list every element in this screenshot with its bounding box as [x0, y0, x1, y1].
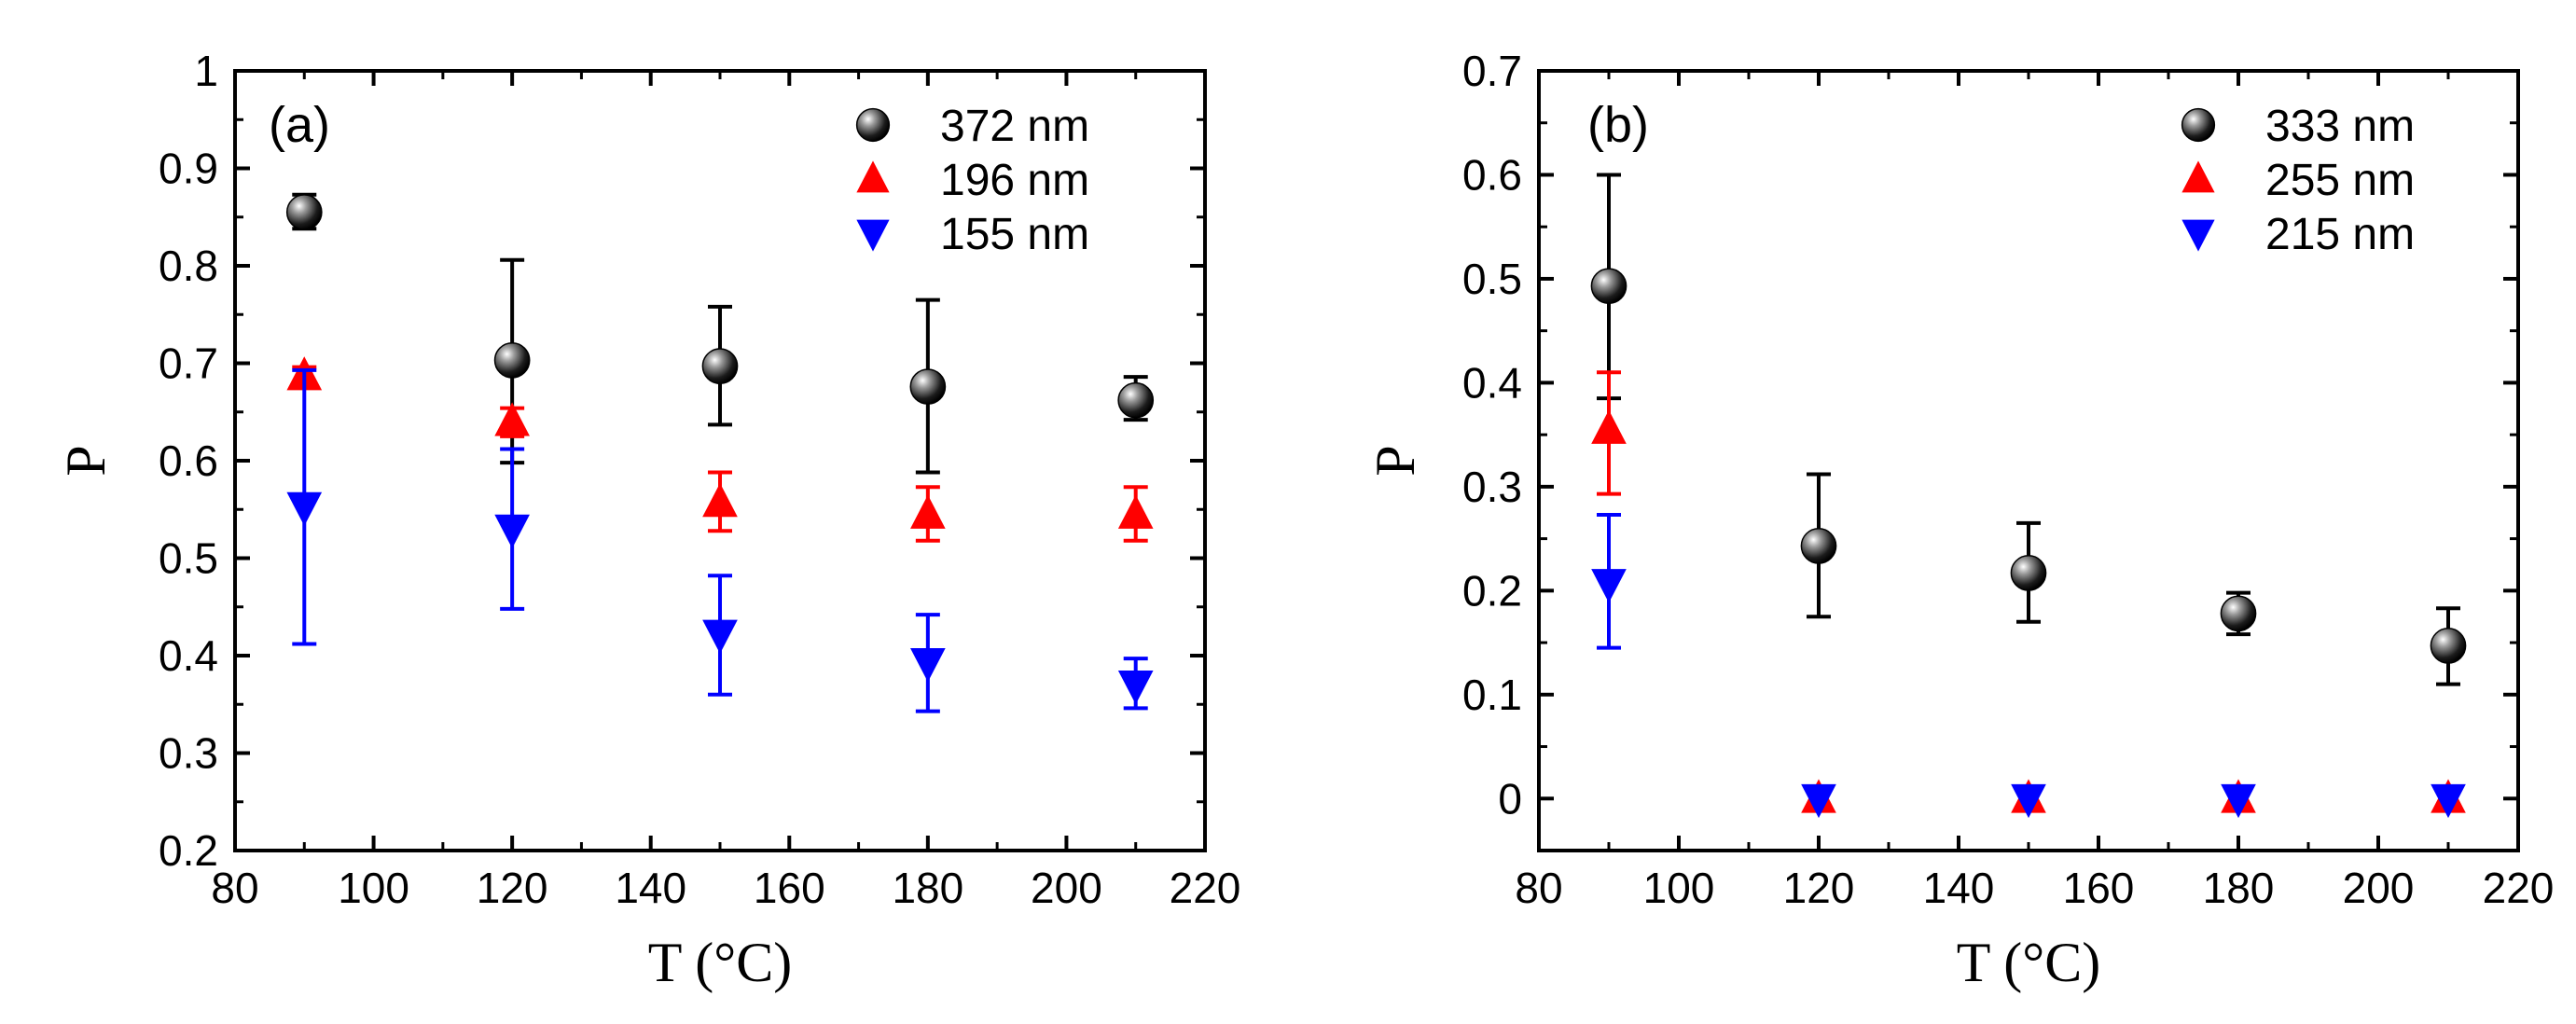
legend-marker [2181, 160, 2215, 193]
y-tick-label: 0.2 [159, 826, 218, 875]
y-tick-label: 0.8 [159, 242, 218, 290]
data-point [2010, 555, 2047, 591]
data-point [1591, 409, 1627, 444]
series-333-nm [1590, 173, 2467, 686]
x-tick-label: 120 [1783, 864, 1855, 912]
panel-b-y-ticks: 0 0.1 0.2 0.3 0.4 0.5 0.6 0.7 [1462, 47, 2518, 852]
legend-marker [856, 219, 890, 252]
y-tick-label: 0.7 [159, 339, 218, 388]
x-tick-label: 120 [477, 864, 548, 912]
data-point [702, 483, 738, 518]
x-tick-label: 160 [754, 864, 825, 912]
y-tick-label: 0.9 [159, 145, 218, 193]
panel-a: 80 100 120 140 160 180 200 220 0.20.30.40.50.60… [55, 47, 1240, 993]
y-tick-label: 0 [1498, 774, 1522, 823]
x-tick-label: 100 [338, 864, 409, 912]
y-tick-label: 0.5 [1462, 255, 1522, 303]
panel-b-series [1590, 173, 2467, 819]
panel-a-x-axis-label: T (°C) [648, 932, 793, 993]
x-tick-label: 200 [1031, 864, 1102, 912]
panel-b-x-axis-label: T (°C) [1957, 932, 2101, 993]
data-point [1117, 671, 1154, 705]
panel-a-legend: 372 nm 196 nm 155 nm [855, 102, 1089, 259]
y-tick-label: 0.2 [1462, 566, 1522, 615]
data-point [2430, 628, 2467, 664]
legend-marker [855, 107, 891, 143]
data-point [1590, 268, 1627, 305]
data-point [1591, 569, 1627, 603]
panel-b-legend: 333 nm 255 nm 215 nm [2181, 102, 2415, 259]
y-tick-label: 0.4 [159, 631, 218, 680]
x-tick-label: 80 [1515, 864, 1562, 912]
series-215-nm [1591, 512, 2466, 819]
data-point [909, 368, 947, 405]
data-point [2220, 595, 2257, 632]
legend-label: 333 nm [2265, 102, 2415, 151]
x-tick-label: 100 [1643, 864, 1715, 912]
data-point [1801, 783, 1836, 819]
y-tick-label: 0.3 [1462, 463, 1522, 511]
y-tick-label: 0.6 [159, 436, 218, 485]
panel-a-y-ticks: 0.2 0.3 0.4 0.5 0.6 0.7 0.8 0.9 1 [159, 47, 1205, 875]
x-tick-label: 220 [2483, 864, 2555, 912]
panel-b-label: (b) [1587, 97, 1649, 153]
y-tick-label: 0.5 [159, 534, 218, 583]
legend-marker [856, 160, 890, 193]
legend-label: 196 nm [940, 156, 1089, 205]
legend-label: 155 nm [940, 210, 1089, 259]
data-point [2221, 783, 2256, 819]
panel-b-y-axis-label: P [1364, 445, 1426, 476]
data-point [2431, 783, 2466, 819]
data-point [493, 342, 531, 379]
data-point [286, 491, 323, 526]
legend-label: 255 nm [2265, 156, 2415, 205]
series-155-nm [286, 367, 1154, 713]
panel-a-series [285, 192, 1155, 713]
x-tick-label: 140 [1923, 864, 1995, 912]
y-tick-label: 1 [194, 47, 218, 95]
legend-marker [2181, 219, 2215, 252]
data-point [2011, 783, 2046, 819]
panel-a-label: (a) [269, 97, 330, 153]
panel-a-x-ticks: 80 100 120 140 160 180 200 220 [211, 71, 1240, 912]
x-tick-label: 180 [892, 864, 963, 912]
data-point [910, 647, 946, 683]
y-tick-label: 0.4 [1462, 358, 1522, 407]
data-point [285, 194, 323, 230]
y-tick-label: 0.1 [1462, 671, 1522, 719]
y-tick-label: 0.3 [159, 729, 218, 778]
data-point [494, 514, 530, 549]
legend-label: 372 nm [940, 102, 1089, 151]
legend-label: 215 nm [2265, 210, 2415, 259]
panel-a-y-axis-label: P [55, 445, 117, 476]
x-tick-label: 140 [615, 864, 686, 912]
data-point [910, 494, 946, 529]
data-point [701, 348, 739, 384]
data-point [1800, 528, 1837, 564]
y-tick-label: 0.7 [1462, 47, 1522, 95]
x-tick-label: 80 [211, 864, 258, 912]
data-point [1117, 381, 1155, 419]
x-tick-label: 200 [2343, 864, 2415, 912]
panel-b-x-ticks: 80 100 120 140 160 180 200 220 [1515, 71, 2554, 912]
y-tick-label: 0.6 [1462, 150, 1522, 199]
data-point [494, 402, 530, 436]
legend-marker [2181, 107, 2216, 143]
x-tick-label: 160 [2063, 864, 2135, 912]
x-tick-label: 220 [1170, 864, 1241, 912]
data-point [702, 619, 738, 654]
panel-b: 80 100 120 140 160 180 200 220 0 0.1 0.2 0.3 0.4 0.5… [1364, 47, 2554, 993]
data-point [1117, 494, 1154, 529]
x-tick-label: 180 [2203, 864, 2275, 912]
